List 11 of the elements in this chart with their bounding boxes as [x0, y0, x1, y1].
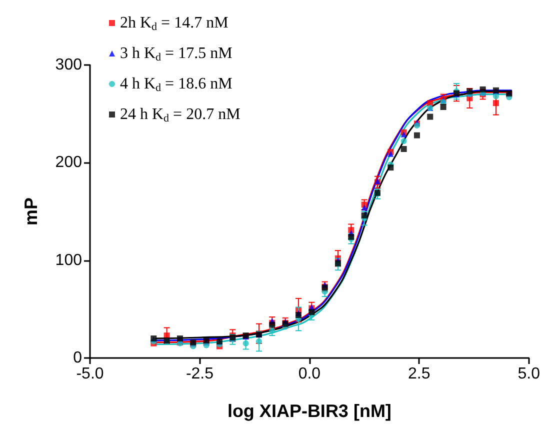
y-tick-label: 100 — [55, 252, 82, 269]
x-tick-label: -2.5 — [186, 366, 214, 382]
x-tick-label: 5.0 — [518, 366, 540, 382]
x-tick-label: 2.5 — [408, 366, 430, 382]
x-tick-label: 0.0 — [298, 366, 321, 382]
y-tick-label: 300 — [55, 56, 82, 74]
x-tick-label: -5.0 — [76, 366, 104, 382]
y-axis-title: mP — [21, 197, 41, 226]
x-axis-title: log XIAP-BIR3 [nM] — [227, 401, 392, 421]
y-tick-label: 0 — [73, 350, 82, 366]
y-tick-label: 200 — [55, 154, 82, 172]
